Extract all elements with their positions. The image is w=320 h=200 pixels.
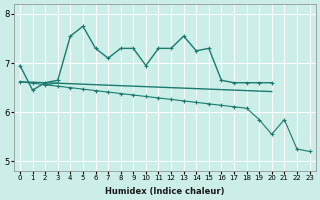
X-axis label: Humidex (Indice chaleur): Humidex (Indice chaleur): [105, 187, 225, 196]
